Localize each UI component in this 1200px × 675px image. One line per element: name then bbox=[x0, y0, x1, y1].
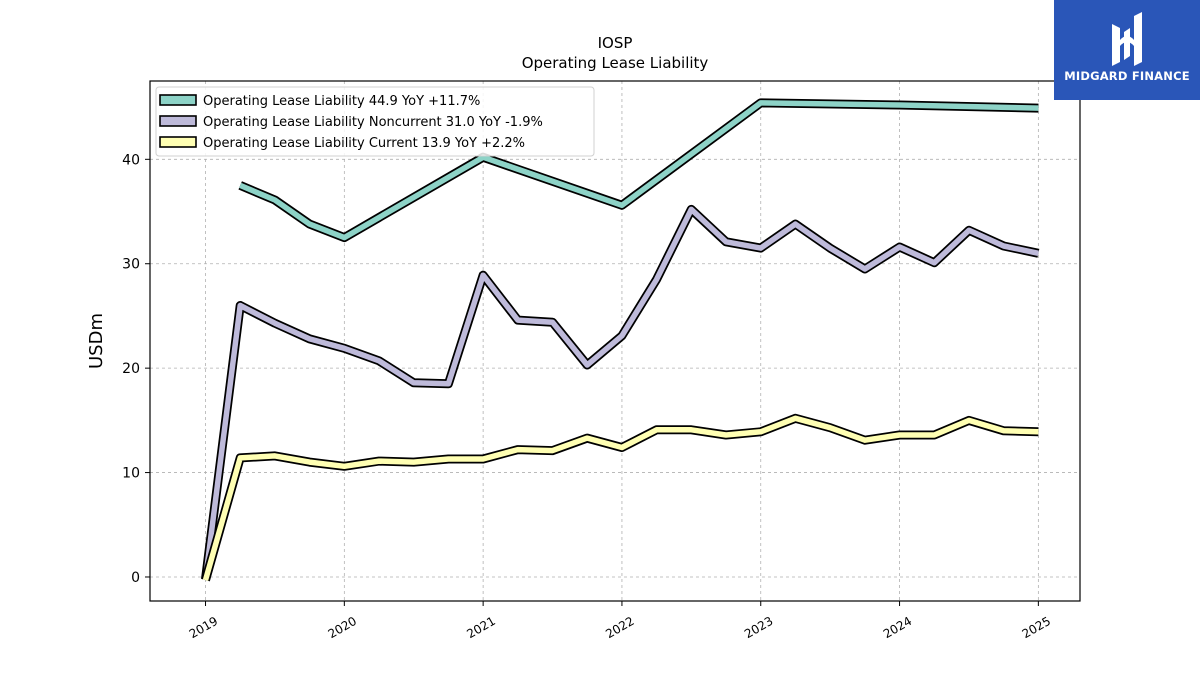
legend-item: Operating Lease Liability Noncurrent 31.… bbox=[159, 115, 543, 130]
legend-swatch bbox=[159, 94, 197, 106]
legend-swatch bbox=[159, 115, 197, 127]
legend: Operating Lease Liability 44.9 YoY +11.7… bbox=[155, 86, 595, 157]
y-axis-label: USDm bbox=[86, 313, 107, 369]
legend-swatch bbox=[159, 136, 197, 148]
x-tick-label: 2022 bbox=[603, 614, 636, 641]
logo-mark-icon bbox=[1112, 12, 1142, 66]
series-line bbox=[239, 100, 1039, 241]
series-layer bbox=[201, 98, 1040, 582]
series-3 bbox=[201, 413, 1039, 582]
y-tick-label: 30 bbox=[122, 257, 140, 273]
y-tick-label: 20 bbox=[122, 361, 140, 377]
series-line bbox=[202, 206, 1039, 580]
x-tick-label: 2025 bbox=[1020, 614, 1053, 641]
y-axis: 0 10 20 30 40 bbox=[122, 152, 150, 586]
midgard-finance-logo: MIDGARD FINANCE bbox=[1054, 0, 1200, 100]
chart-title: IOSP bbox=[598, 34, 633, 52]
grid-lines bbox=[150, 81, 1080, 601]
legend-label: Operating Lease Liability Noncurrent 31.… bbox=[203, 115, 543, 130]
x-tick-label: 2024 bbox=[881, 614, 914, 641]
x-axis: 2019 2020 2021 2022 2023 2024 2025 bbox=[187, 601, 1053, 641]
y-tick-label: 10 bbox=[122, 466, 140, 482]
legend-box bbox=[155, 86, 595, 157]
x-tick-label: 2020 bbox=[326, 614, 359, 641]
x-tick-label: 2023 bbox=[742, 614, 775, 641]
series-2 bbox=[201, 204, 1040, 580]
legend-item: Operating Lease Liability Current 13.9 Y… bbox=[159, 136, 525, 151]
chart-subtitle: Operating Lease Liability bbox=[522, 54, 709, 72]
legend-item: Operating Lease Liability 44.9 YoY +11.7… bbox=[159, 94, 480, 109]
series-line bbox=[202, 415, 1039, 581]
y-tick-label: 0 bbox=[131, 570, 140, 586]
x-tick-label: 2019 bbox=[187, 614, 220, 641]
legend-label: Operating Lease Liability Current 13.9 Y… bbox=[203, 136, 525, 151]
plot-frame bbox=[149, 80, 1081, 602]
x-tick-label: 2021 bbox=[464, 614, 497, 641]
y-tick-label: 40 bbox=[122, 152, 140, 168]
legend-label: Operating Lease Liability 44.9 YoY +11.7… bbox=[203, 94, 480, 109]
logo-text: MIDGARD FINANCE bbox=[1064, 69, 1190, 83]
series-1 bbox=[238, 98, 1039, 243]
